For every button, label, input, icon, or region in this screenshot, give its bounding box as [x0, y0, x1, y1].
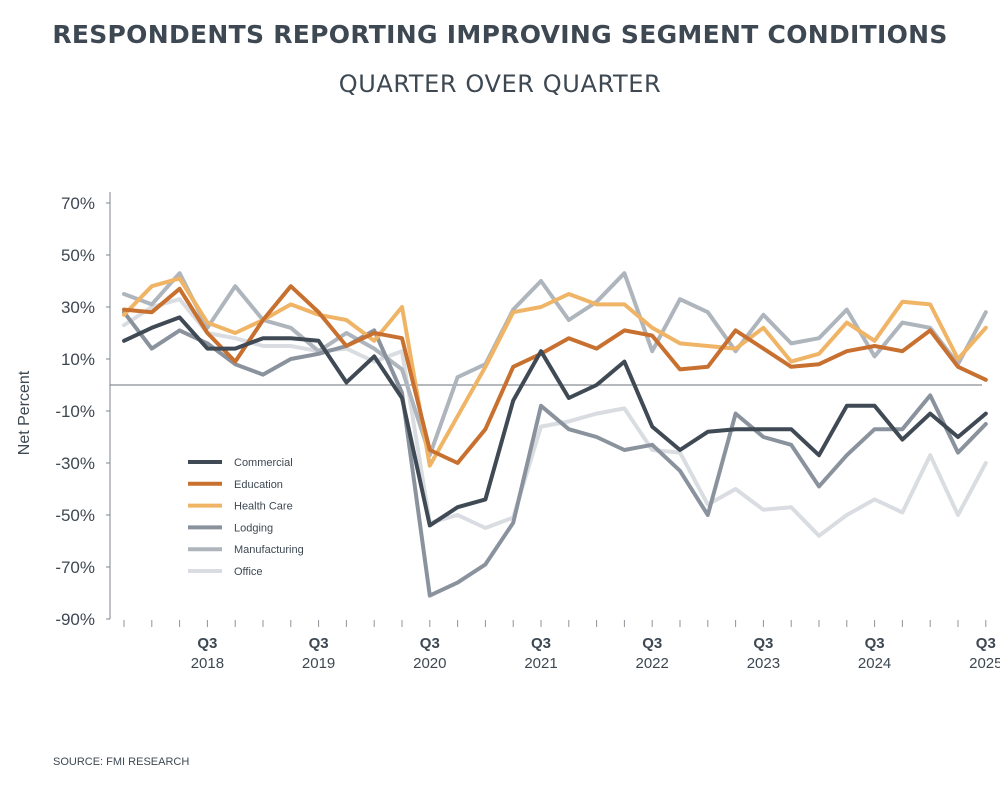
x-tick-label-quarter: Q3: [753, 635, 773, 652]
x-tick-label-year: 2018: [191, 655, 224, 672]
series-line-commercial: [122, 315, 988, 528]
x-tick-label-quarter: Q3: [865, 635, 885, 652]
x-tick-label-year: 2022: [636, 655, 669, 672]
x-tick-label-quarter: Q3: [531, 635, 551, 652]
y-axis-title: Net Percent: [16, 370, 33, 455]
x-tick-label-quarter: Q3: [197, 635, 217, 652]
x-tick-label-quarter: Q3: [642, 635, 662, 652]
x-tick-label-quarter: Q3: [420, 635, 440, 652]
series-line-lodging: [122, 310, 988, 598]
series-layer: [122, 271, 988, 598]
source-note: SOURCE: FMI RESEARCH: [53, 756, 190, 768]
y-tick-label: -70%: [55, 558, 95, 577]
x-tick-label-year: 2019: [302, 655, 335, 672]
legend-label: Commercial: [234, 457, 293, 469]
x-tick-label-year: 2025: [969, 655, 1000, 672]
y-tick-label: 30%: [61, 298, 95, 317]
chart-legend: Commercial Education Health Care Lodging Man…: [188, 457, 304, 578]
x-tick-label-quarter: Q3: [976, 635, 996, 652]
x-tick-label-year: 2020: [413, 655, 446, 672]
x-tick-label-quarter: Q3: [309, 635, 329, 652]
y-tick-label: -50%: [55, 506, 95, 525]
y-tick-label: -10%: [55, 402, 95, 421]
legend-label: Office: [234, 566, 263, 578]
chart-title: RESPONDENTS REPORTING IMPROVING SEGMENT …: [52, 20, 948, 49]
legend-label: Health Care: [234, 501, 293, 513]
y-tick-label: 70%: [61, 194, 95, 213]
series-line-office: [122, 297, 988, 538]
x-tick-label-year: 2024: [858, 655, 891, 672]
chart-subtitle: QUARTER OVER QUARTER: [338, 70, 662, 98]
x-tick-label-year: 2021: [524, 655, 557, 672]
y-tick-label: 50%: [61, 246, 95, 265]
legend-label: Education: [234, 479, 283, 491]
y-tick-label: -30%: [55, 454, 95, 473]
y-tick-label: 10%: [61, 350, 95, 369]
y-tick-label: -90%: [55, 610, 95, 629]
legend-label: Lodging: [234, 522, 273, 534]
series-line-education: [122, 284, 988, 465]
legend-label: Manufacturing: [234, 544, 304, 556]
chart-axes: 70% 50% 30% 10% -10% -30% -50% -70% -90% Q3 2018 Q3…: [16, 192, 1000, 672]
x-tick-label-year: 2023: [747, 655, 780, 672]
